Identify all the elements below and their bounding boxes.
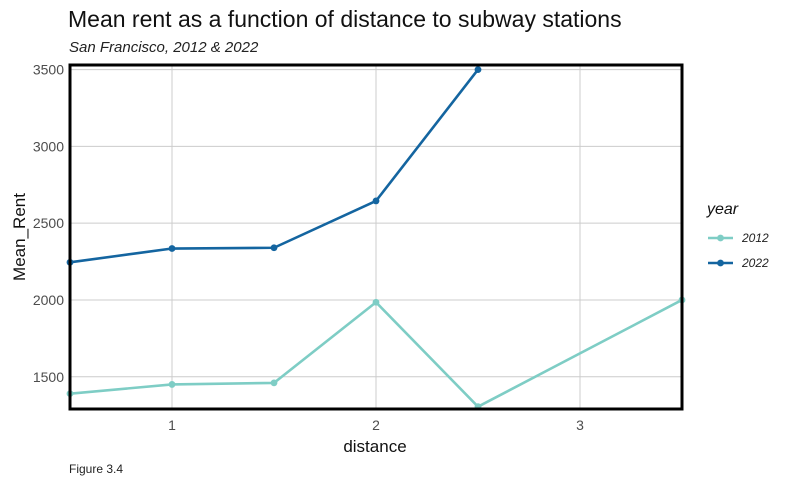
series-line-2022 bbox=[68, 68, 480, 264]
x-axis-title: distance bbox=[343, 437, 406, 456]
x-tick-label: 1 bbox=[168, 417, 176, 433]
chart-subtitle: San Francisco, 2012 & 2022 bbox=[69, 39, 259, 56]
y-tick-label: 3500 bbox=[33, 62, 64, 78]
data-point-2012 bbox=[372, 298, 380, 306]
y-tick-label: 3000 bbox=[33, 138, 64, 154]
y-axis-ticks: 1500 2000 2500 3000 3500 bbox=[33, 62, 64, 385]
data-point-2022 bbox=[168, 245, 176, 252]
data-point-2012 bbox=[270, 379, 278, 387]
y-tick-label: 1500 bbox=[33, 369, 64, 385]
x-tick-label: 2 bbox=[372, 417, 380, 433]
y-tick-label: 2500 bbox=[33, 215, 64, 231]
legend-key-point-2022 bbox=[717, 259, 724, 267]
series-line-2012 bbox=[68, 298, 684, 408]
plot-panel-border bbox=[68, 63, 684, 411]
legend-label-2022: 2022 bbox=[741, 256, 769, 270]
legend-title: year bbox=[706, 201, 739, 218]
x-tick-label: 3 bbox=[576, 417, 584, 433]
figure-caption: Figure 3.4 bbox=[69, 462, 124, 476]
y-tick-label: 2000 bbox=[33, 292, 64, 308]
legend-key-point-2012 bbox=[717, 234, 724, 242]
data-point-2022 bbox=[474, 66, 482, 74]
chart-title: Mean rent as a function of distance to s… bbox=[68, 6, 622, 32]
data-point-2022 bbox=[372, 197, 380, 205]
legend-label-2012: 2012 bbox=[741, 231, 769, 245]
data-point-2012 bbox=[168, 381, 176, 388]
grid-lines bbox=[70, 65, 682, 409]
x-axis-ticks: 1 2 3 bbox=[168, 417, 584, 433]
legend: year 2012 2022 bbox=[706, 201, 769, 270]
data-point-2022 bbox=[270, 244, 278, 252]
y-axis-title: Mean_Rent bbox=[10, 193, 29, 281]
